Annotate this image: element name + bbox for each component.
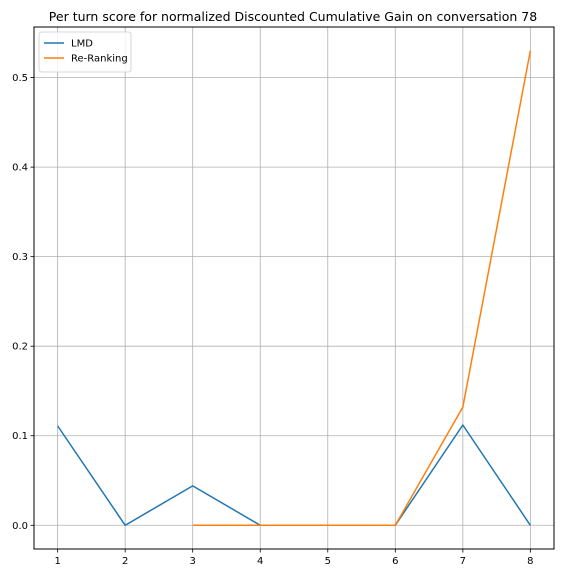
legend-label: Re-Ranking <box>71 54 128 65</box>
grid <box>34 27 554 549</box>
y-tick-label: 0.4 <box>12 163 28 174</box>
x-tick-label: 6 <box>392 556 398 567</box>
y-tick-label: 0.0 <box>12 521 28 532</box>
x-tick-label: 2 <box>122 556 128 567</box>
chart-title: Per turn score for normalized Discounted… <box>49 9 537 24</box>
plot-frame <box>33 26 555 550</box>
y-tick-label: 0.1 <box>12 431 28 442</box>
axis-ticks: 1 2 3 4 5 6 7 8 0.0 0.1 0.2 0.3 0.4 0.5 <box>12 73 533 567</box>
series-line-re-ranking <box>192 50 532 527</box>
y-tick-label: 0.2 <box>12 342 28 353</box>
legend-box <box>38 31 132 73</box>
x-tick-label: 5 <box>325 556 331 567</box>
y-tick-label: 0.3 <box>12 252 28 263</box>
x-tick-label: 1 <box>54 556 60 567</box>
x-tick-label: 4 <box>257 556 263 567</box>
series-layer <box>57 50 532 527</box>
y-tick-label: 0.5 <box>12 73 28 84</box>
x-tick-label: 7 <box>460 556 466 567</box>
x-tick-label: 8 <box>527 556 533 567</box>
legend: LMD Re-Ranking <box>38 31 132 73</box>
legend-label: LMD <box>71 39 93 50</box>
x-tick-label: 3 <box>190 556 196 567</box>
